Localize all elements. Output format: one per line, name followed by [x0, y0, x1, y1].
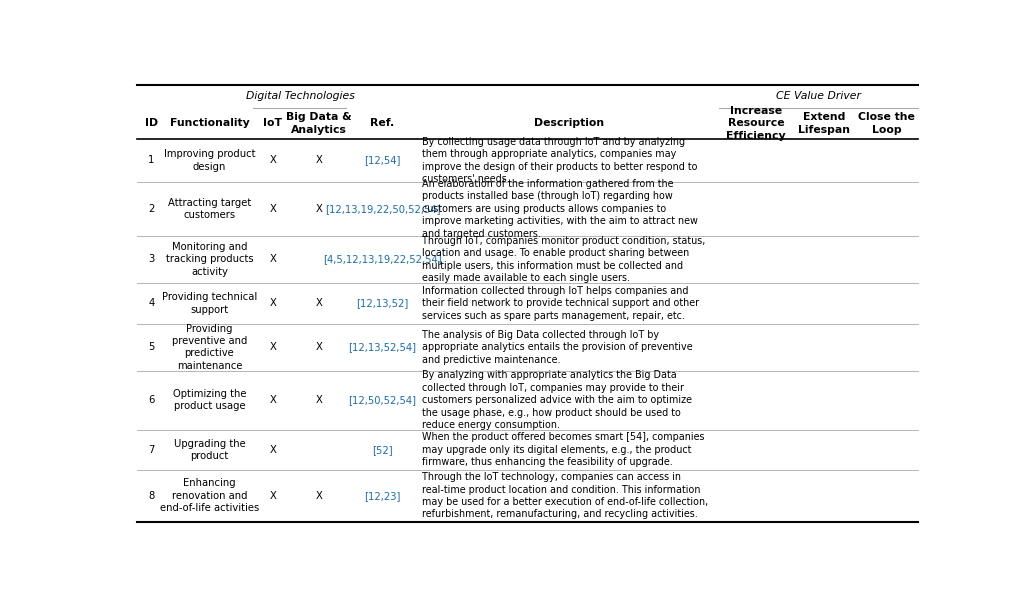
Text: X: X: [269, 445, 276, 455]
Text: IoT: IoT: [264, 118, 282, 128]
Text: By collecting usage data through IoT and by analyzing
them through appropriate a: By collecting usage data through IoT and…: [422, 137, 697, 184]
Text: 3: 3: [148, 254, 154, 264]
Text: X: X: [315, 342, 323, 352]
Text: Description: Description: [534, 118, 604, 128]
Text: X: X: [269, 342, 276, 352]
Text: Functionality: Functionality: [170, 118, 249, 128]
Text: Monitoring and
tracking products
activity: Monitoring and tracking products activit…: [165, 242, 253, 277]
Text: Through the IoT technology, companies can access in
real-time product location a: Through the IoT technology, companies ca…: [422, 472, 708, 520]
Text: Optimizing the
product usage: Optimizing the product usage: [173, 389, 246, 412]
Text: [12,13,52,54]: [12,13,52,54]: [348, 342, 417, 352]
Text: 2: 2: [148, 204, 154, 214]
Text: Through IoT, companies monitor product condition, status,
location and usage. To: Through IoT, companies monitor product c…: [422, 236, 705, 283]
Text: X: X: [269, 254, 276, 264]
Text: Big Data &
Analytics: Big Data & Analytics: [286, 112, 352, 134]
Text: Upgrading the
product: Upgrading the product: [174, 438, 245, 461]
Text: ID: ID: [145, 118, 158, 128]
Text: X: X: [269, 298, 276, 308]
Text: Attracting target
customers: Attracting target customers: [168, 198, 251, 220]
Text: An elaboration of the information gathered from the
products installed base (thr: An elaboration of the information gather…: [422, 179, 698, 239]
Text: 7: 7: [148, 445, 154, 455]
Text: [12,50,52,54]: [12,50,52,54]: [348, 395, 417, 405]
Text: X: X: [269, 395, 276, 405]
Text: 6: 6: [148, 395, 154, 405]
Text: X: X: [269, 204, 276, 214]
Text: The analysis of Big Data collected through IoT by
appropriate analytics entails : The analysis of Big Data collected throu…: [422, 330, 693, 365]
Text: [52]: [52]: [372, 445, 393, 455]
Text: Ref.: Ref.: [370, 118, 395, 128]
Text: Extend
Lifespan: Extend Lifespan: [798, 112, 850, 134]
Text: Information collected through IoT helps companies and
their field network to pro: Information collected through IoT helps …: [422, 286, 699, 321]
Text: 8: 8: [148, 491, 154, 501]
Text: Improving product
design: Improving product design: [163, 149, 255, 172]
Text: Close the
Loop: Close the Loop: [858, 112, 915, 134]
Text: CE Value Driver: CE Value Driver: [776, 91, 861, 102]
Text: When the product offered becomes smart [54], companies
may upgrade only its digi: When the product offered becomes smart […: [422, 432, 704, 467]
Text: Increase
Resource
Efficiency: Increase Resource Efficiency: [726, 106, 786, 141]
Text: [12,54]: [12,54]: [364, 155, 400, 165]
Text: 1: 1: [148, 155, 154, 165]
Text: X: X: [315, 491, 323, 501]
Text: [12,13,19,22,50,52,54]: [12,13,19,22,50,52,54]: [325, 204, 440, 214]
Text: X: X: [315, 395, 323, 405]
Text: X: X: [315, 155, 323, 165]
Text: [4,5,12,13,19,22,52,54]: [4,5,12,13,19,22,52,54]: [324, 254, 442, 264]
Text: [12,23]: [12,23]: [364, 491, 400, 501]
Text: 4: 4: [148, 298, 154, 308]
Text: Providing
preventive and
predictive
maintenance: Providing preventive and predictive main…: [172, 324, 247, 371]
Text: Digital Technologies: Digital Technologies: [245, 91, 355, 102]
Text: Enhancing
renovation and
end-of-life activities: Enhancing renovation and end-of-life act…: [160, 478, 258, 513]
Text: X: X: [315, 204, 323, 214]
Text: X: X: [269, 491, 276, 501]
Text: [12,13,52]: [12,13,52]: [357, 298, 408, 308]
Text: X: X: [269, 155, 276, 165]
Text: 5: 5: [148, 342, 154, 352]
Text: X: X: [315, 298, 323, 308]
Text: Providing technical
support: Providing technical support: [161, 292, 257, 314]
Text: By analyzing with appropriate analytics the Big Data
collected through IoT, comp: By analyzing with appropriate analytics …: [422, 370, 692, 430]
